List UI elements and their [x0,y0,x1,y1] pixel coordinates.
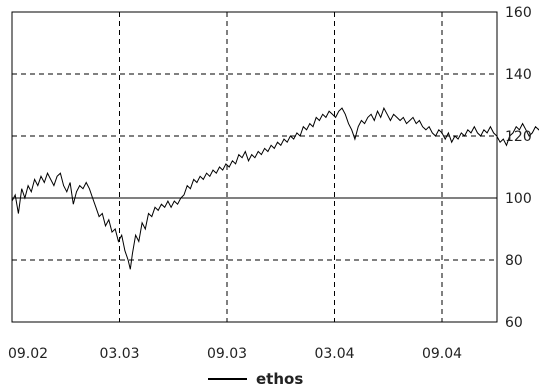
y-tick-label-140: 140 [505,67,532,83]
plot-frame [11,11,498,323]
x-tick-label-09.04: 09.04 [422,346,462,362]
x-tick-label-09.02: 09.02 [8,346,48,362]
grid [12,12,497,322]
x-tick-label-03.03: 03.03 [99,346,139,362]
y-tick-label-160: 160 [505,5,532,21]
y-tick-label-60: 60 [505,315,523,331]
y-tick-label-100: 100 [505,191,532,207]
legend: ethos [208,370,303,388]
series-line-ethos [11,106,539,270]
x-tick-label-03.04: 03.04 [314,346,354,362]
y-tick-label-120: 120 [505,129,532,145]
x-axis-ticks: 09.02 03.03 09.03 03.04 09.04 [8,346,462,362]
x-tick-label-09.03: 09.03 [207,346,247,362]
y-tick-label-80: 80 [505,253,523,269]
legend-label-ethos: ethos [256,370,303,388]
y-axis-ticks: 60 80 100 120 140 160 [505,5,532,331]
